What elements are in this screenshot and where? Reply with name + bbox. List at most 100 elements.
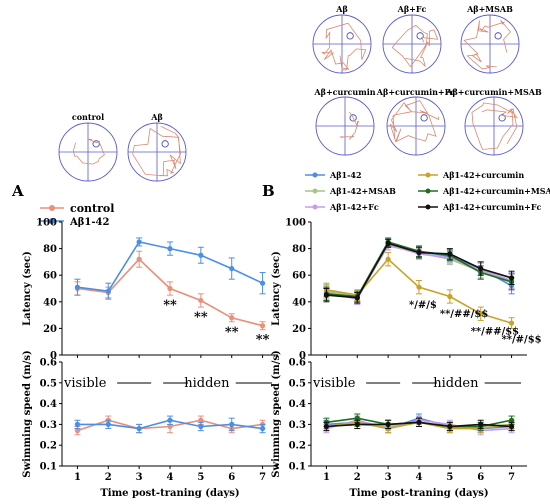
maze-trajectories	[58, 14, 524, 182]
y-tick-label: 80	[292, 244, 306, 255]
maze-b-abeta	[312, 14, 372, 74]
legend-b-label-5: Aβ1-42+curcumin+MSAB	[442, 186, 550, 196]
y-tick-label: 60	[292, 271, 306, 282]
data-point	[447, 293, 453, 300]
x-tick-label: 7	[508, 472, 515, 483]
y-tick-label: 20	[43, 324, 57, 335]
data-point	[447, 251, 453, 257]
y-tick-label: 0.6	[40, 358, 57, 369]
y-tick-label: 20	[292, 324, 306, 335]
legend-b-label-2: Aβ1-42+MSAB	[329, 186, 396, 196]
y-tick-label: 0	[299, 351, 306, 362]
data-point	[416, 419, 422, 425]
data-point	[354, 421, 360, 427]
plot-A-speed: 0.1 0.2 0.3 0.4 0.5 0.6 1 2 3 4 5 6 7 Swimming speed …	[22, 350, 278, 499]
phase-label-hidden: hidden	[184, 376, 230, 391]
platform-icon	[92, 140, 100, 148]
y-axis-label: Swimming speed (m/s)	[271, 350, 282, 477]
swim-path	[320, 22, 367, 71]
data-point	[416, 249, 422, 256]
phase-label-visible: visible	[63, 376, 107, 391]
data-point	[508, 275, 515, 281]
platform-icon	[161, 140, 169, 148]
data-point	[229, 315, 235, 321]
y-tick-label: 40	[43, 297, 57, 308]
significance-label: **/#/$$	[502, 334, 542, 345]
maze-title-abeta: Aβ	[150, 112, 163, 122]
data-point	[354, 415, 360, 421]
legend-b: Aβ1-42 Aβ1-42+MSAB Aβ1-42+Fc Aβ1-42+curc…	[305, 170, 550, 212]
data-point	[323, 292, 330, 298]
data-point	[478, 421, 484, 427]
data-point	[385, 256, 391, 262]
y-tick-label: 100	[36, 218, 57, 229]
significance-label: */#/$	[409, 300, 437, 311]
data-point	[74, 284, 81, 290]
platform-icon	[346, 32, 354, 40]
y-tick-label: 0.4	[289, 399, 306, 410]
legend-a: control Aβ1-42	[40, 202, 114, 228]
legend-a-marker-abeta	[49, 218, 55, 224]
data-point	[478, 311, 484, 317]
data-point	[354, 295, 360, 301]
data-point	[385, 240, 391, 246]
swim-path	[72, 138, 105, 165]
significance-label: **/##/$$	[471, 326, 519, 337]
y-tick-label: 0.5	[40, 378, 57, 389]
y-tick-label: 0.3	[289, 420, 306, 431]
series-1	[74, 237, 266, 300]
phase-label-visible: visible	[312, 376, 356, 391]
platform-icon	[416, 32, 424, 40]
y-axis-label: Swimming speed (m/s)	[22, 350, 33, 477]
data-point	[229, 265, 235, 272]
y-tick-label: 0.4	[40, 399, 57, 410]
data-point	[136, 256, 142, 262]
phase-label-hidden: hidden	[433, 376, 479, 391]
legend-b-marker-5	[425, 188, 431, 194]
legend-b-marker-3	[312, 204, 318, 210]
data-point	[259, 425, 266, 432]
y-tick-label: 0.1	[40, 462, 57, 473]
platform-icon	[420, 114, 428, 122]
y-tick-label: 0.5	[289, 378, 306, 389]
data-point	[167, 246, 173, 252]
legend-a-label-abeta: Aβ1-42	[69, 217, 109, 228]
x-tick-label: 4	[416, 472, 423, 483]
maze-title-b3: Aβ+MSAB	[466, 4, 513, 14]
data-point	[198, 423, 204, 430]
legend-b-marker-6	[425, 204, 431, 210]
x-tick-label: 6	[477, 472, 484, 483]
y-tick-label: 60	[43, 271, 57, 282]
x-tick-label: 5	[446, 472, 453, 483]
maze-b-curcumin-fc	[386, 96, 446, 156]
legend-b-marker-1	[312, 172, 318, 178]
significance-label: **	[194, 310, 208, 325]
swim-path	[132, 125, 181, 177]
legend-b-marker-2	[312, 188, 318, 194]
y-axis-label: Latency (sec)	[22, 251, 33, 326]
y-tick-label: 40	[292, 297, 306, 308]
data-point	[447, 423, 453, 430]
x-tick-label: 1	[323, 472, 330, 483]
x-tick-label: 4	[167, 472, 174, 483]
significance-label: **	[225, 325, 239, 340]
maze-control	[58, 122, 118, 182]
maze-title-control: control	[72, 112, 104, 122]
x-tick-label: 2	[105, 472, 112, 483]
data-point	[323, 423, 330, 430]
swim-path	[391, 24, 439, 68]
maze-title-b2: Aβ+Fc	[397, 4, 427, 14]
plot-B-speed: 0.1 0.2 0.3 0.4 0.5 0.6 1 2 3 4 5 6 7 Swimming speed …	[271, 350, 527, 499]
y-tick-label: 80	[43, 244, 57, 255]
platform-icon	[349, 114, 357, 122]
data-point	[416, 284, 422, 290]
x-axis-label: Time post-traning (days)	[349, 488, 488, 499]
maze-b-msab	[460, 14, 520, 74]
data-point	[259, 280, 266, 286]
y-tick-label: 100	[285, 218, 306, 229]
data-point	[478, 265, 484, 272]
maze-title-b1: Aβ	[335, 4, 348, 14]
legend-b-marker-4	[425, 172, 431, 178]
